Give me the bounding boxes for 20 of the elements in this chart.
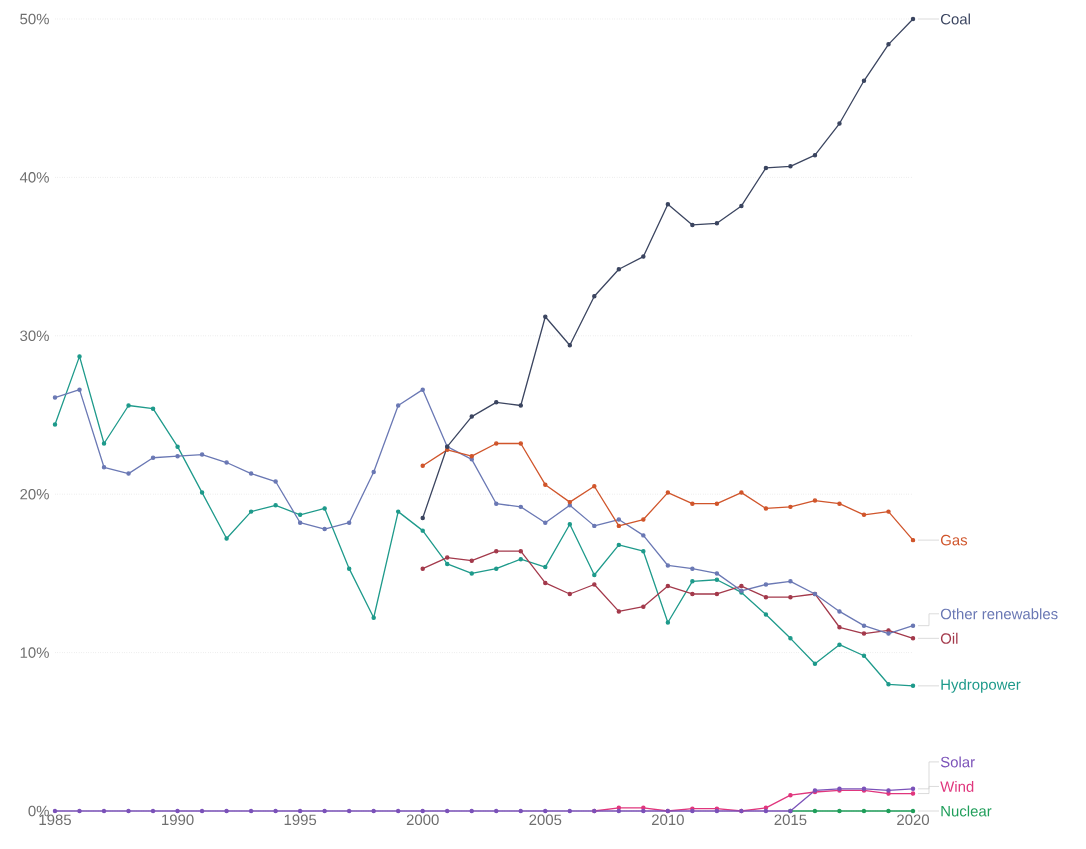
y-tick-label: 40% [19,172,49,183]
series-label: Coal [940,13,970,25]
x-tick-label: 1995 [284,814,317,826]
series-label: Gas [940,534,968,546]
y-tick-label: 20% [20,488,49,500]
x-tick-label: 2000 [406,814,439,826]
series-label: Other renewables [940,608,1058,620]
series-label: Nuclear [941,805,992,817]
y-tick-label: 30% [20,330,49,342]
x-tick-label: 2020 [897,814,930,826]
text: Solar [940,756,975,768]
x-tick-label: 2005 [529,814,562,826]
y-tick-label: 10% [20,647,49,658]
series-label: Hydropower [941,678,1021,693]
x-tick-label: 2010 [651,814,684,826]
series-label: Wind [940,780,974,792]
y-tick-label: 50% [20,13,49,25]
x-tick-label: 1990 [162,814,194,826]
x-tick-label: 2015 [774,814,807,826]
series-label: Oil [940,632,958,644]
